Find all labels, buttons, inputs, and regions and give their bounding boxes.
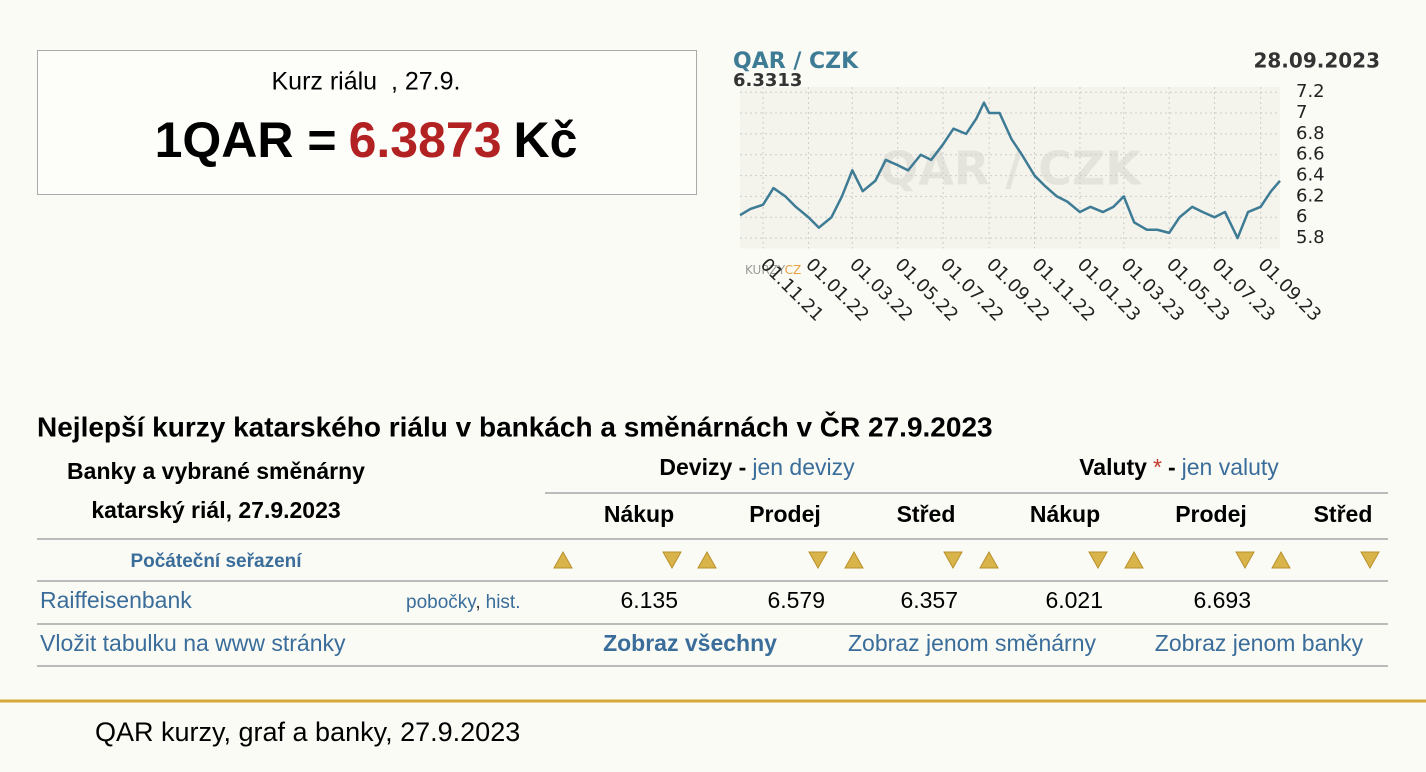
y-tick-label: 7 bbox=[1296, 102, 1307, 123]
y-tick-label: 6.2 bbox=[1296, 185, 1325, 206]
show-exchange-link[interactable]: Zobraz jenom směnárny bbox=[848, 630, 1096, 656]
sort-asc[interactable] bbox=[553, 550, 573, 569]
rate-cell: 6.357 bbox=[900, 587, 958, 613]
footer-text: QAR kurzy, graf a banky, 27.9.2023 bbox=[95, 717, 520, 747]
bank-links: pobočky, hist. bbox=[406, 592, 521, 613]
rate-cell: 6.135 bbox=[620, 587, 678, 613]
y-tick-label: 6.4 bbox=[1296, 165, 1325, 186]
sort-asc[interactable] bbox=[697, 550, 717, 569]
sort-desc[interactable] bbox=[1235, 551, 1255, 570]
chart: QAR / CZK 28.09.2023 6.3313 QAR / CZK KU… bbox=[733, 49, 1380, 326]
logo-part: KURZY bbox=[745, 263, 786, 277]
left-header: Banky a vybrané směnárny bbox=[67, 458, 365, 484]
filter-link[interactable]: jen valuty bbox=[1181, 454, 1280, 480]
bank-name[interactable]: Raiffeisenbank bbox=[40, 587, 192, 613]
column-header: Nákup bbox=[1030, 501, 1100, 527]
chart-date: 28.09.2023 bbox=[1253, 49, 1380, 73]
embed-link[interactable]: Vložit tabulku na www stránky bbox=[40, 630, 346, 656]
logo-part: CZ bbox=[785, 263, 802, 277]
sep: , bbox=[475, 592, 480, 613]
y-tick-label: 6.8 bbox=[1296, 123, 1325, 144]
plot-area bbox=[740, 87, 1280, 249]
column-header: Střed bbox=[1314, 501, 1373, 527]
group-label: Devizy - bbox=[659, 454, 746, 480]
rate-prefix: 1QAR = bbox=[155, 112, 337, 168]
sort-desc[interactable] bbox=[943, 551, 963, 570]
devizy-header: Devizy - jen devizy bbox=[659, 454, 855, 480]
rate-cell: 6.021 bbox=[1045, 587, 1103, 613]
rate-cell: 6.579 bbox=[767, 587, 825, 613]
rate-line: 1QAR = 6.3873 Kč bbox=[155, 112, 578, 168]
watermark: QAR / CZK bbox=[879, 142, 1143, 196]
reset-sort[interactable]: Počáteční seřazení bbox=[130, 551, 302, 572]
valuty-header: Valuty * - jen valuty bbox=[1079, 454, 1279, 480]
show-banks-link[interactable]: Zobraz jenom banky bbox=[1155, 630, 1364, 656]
sort-desc[interactable] bbox=[1360, 551, 1380, 570]
dash: - bbox=[1168, 454, 1176, 480]
column-header: Nákup bbox=[604, 501, 674, 527]
y-tick-label: 5.8 bbox=[1296, 227, 1325, 248]
section-heading: Nejlepší kurzy katarského riálu v bankác… bbox=[37, 410, 993, 442]
sort-asc[interactable] bbox=[979, 550, 999, 569]
y-tick-label: 7.2 bbox=[1296, 81, 1325, 102]
rate-box bbox=[37, 50, 697, 195]
sort-desc[interactable] bbox=[662, 551, 682, 570]
column-header: Prodej bbox=[749, 501, 821, 527]
show-all-link[interactable]: Zobraz všechny bbox=[603, 630, 777, 656]
chart-title: QAR / CZK bbox=[733, 49, 859, 74]
sort-asc[interactable] bbox=[844, 550, 864, 569]
rate-unit: Kč bbox=[514, 112, 578, 168]
left-header: katarský riál, 27.9.2023 bbox=[91, 497, 340, 523]
asterisk: * bbox=[1153, 454, 1162, 480]
sort-asc[interactable] bbox=[1271, 550, 1291, 569]
sort-desc[interactable] bbox=[1088, 551, 1108, 570]
last-value: 6.3313 bbox=[733, 70, 802, 91]
logo: KURZYCZ bbox=[745, 263, 801, 277]
rate-cell: 6.693 bbox=[1193, 587, 1251, 613]
hist-link[interactable]: hist. bbox=[486, 592, 521, 613]
group-label: Valuty bbox=[1079, 454, 1147, 480]
rate-value: 6.3873 bbox=[349, 112, 502, 168]
column-header: Střed bbox=[897, 501, 956, 527]
rate-caption: Kurz riálu , 27.9. bbox=[272, 68, 461, 96]
sort-desc[interactable] bbox=[808, 551, 828, 570]
sort-asc[interactable] bbox=[1124, 550, 1144, 569]
filter-link[interactable]: jen devizy bbox=[751, 454, 855, 480]
price-line bbox=[739, 101, 1281, 240]
column-header: Prodej bbox=[1175, 501, 1247, 527]
branches-link[interactable]: pobočky bbox=[406, 592, 477, 613]
y-tick-label: 6.6 bbox=[1296, 144, 1325, 165]
y-tick-label: 6 bbox=[1296, 206, 1307, 227]
